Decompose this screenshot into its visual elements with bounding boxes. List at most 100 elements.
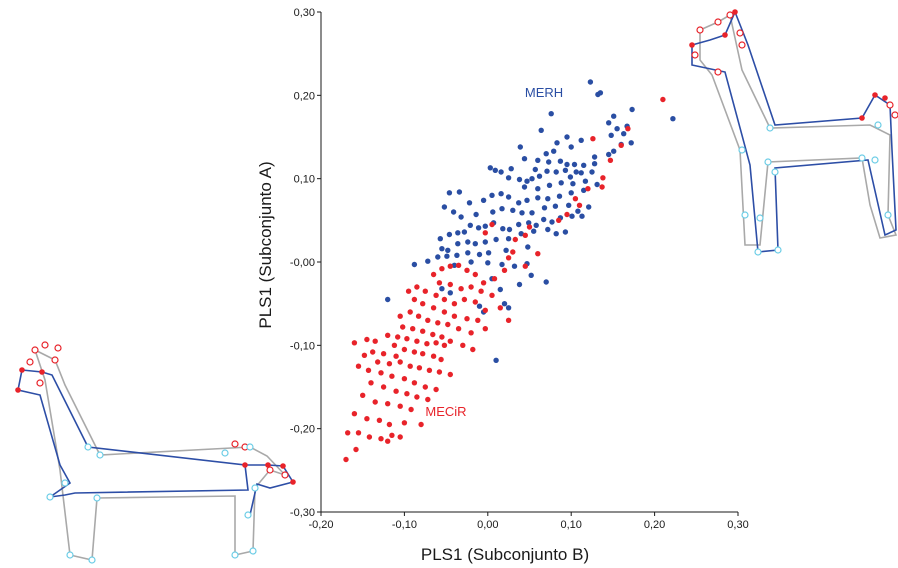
data-point-merh <box>543 279 549 285</box>
data-point-merh <box>568 190 574 196</box>
data-point-mecir <box>397 359 403 365</box>
data-point-merh <box>482 223 488 229</box>
data-point-merh <box>538 127 544 133</box>
data-point-mecir <box>607 157 614 163</box>
data-point-mecir <box>433 292 439 298</box>
data-point-mecir <box>512 236 518 243</box>
data-point-mecir <box>414 284 420 290</box>
data-point-mecir <box>401 420 408 426</box>
data-point-merh <box>450 209 457 215</box>
data-point-merh <box>493 357 499 363</box>
data-point-mecir <box>391 342 398 348</box>
data-point-mecir <box>660 96 666 103</box>
data-point-mecir <box>361 352 368 358</box>
landmark-cyan-left <box>46 443 259 564</box>
skeleton-outline-mean-right <box>699 13 898 246</box>
data-point-merh <box>439 246 445 252</box>
data-point-mecir <box>599 184 605 190</box>
data-point-mecir <box>351 411 358 417</box>
data-point-mecir <box>355 430 362 436</box>
data-point-mecir <box>380 351 387 357</box>
data-point-merh <box>455 241 461 247</box>
data-point-merh <box>519 210 525 216</box>
data-point-mecir <box>376 417 383 423</box>
data-point-mecir <box>482 326 488 332</box>
data-point-merh <box>454 252 460 258</box>
data-point-merh <box>608 132 614 138</box>
data-point-merh <box>505 175 512 181</box>
data-point-merh <box>567 174 574 180</box>
data-point-merh <box>606 120 612 126</box>
data-point-merh <box>544 168 550 174</box>
data-point-merh <box>543 151 549 157</box>
y-axis-ticks: -0,30 -0,20 -0,10 -0,00 0,10 0,20 0,30 <box>290 7 321 519</box>
data-point-merh <box>467 222 473 228</box>
data-point-mecir <box>414 394 420 400</box>
y-tick-label: 0,30 <box>294 7 315 19</box>
data-point-merh <box>456 189 463 195</box>
data-point-merh <box>505 305 512 311</box>
y-tick-label: -0,00 <box>290 257 315 269</box>
data-point-merh <box>500 226 506 232</box>
x-tick-label: 0,10 <box>560 519 581 531</box>
data-point-merh <box>498 191 504 197</box>
data-point-merh <box>446 231 453 238</box>
data-point-merh <box>468 259 474 265</box>
data-point-merh <box>529 176 535 182</box>
data-point-mecir <box>372 338 378 344</box>
data-point-mecir <box>441 296 448 303</box>
data-point-mecir <box>491 276 498 282</box>
data-point-mecir <box>482 307 488 313</box>
data-point-mecir <box>461 296 468 303</box>
data-point-mecir <box>505 255 512 261</box>
data-point-mecir <box>364 336 370 343</box>
data-point-merh <box>505 194 512 200</box>
data-point-merh <box>497 286 503 293</box>
data-point-mecir <box>420 351 426 357</box>
data-point-merh <box>521 184 528 190</box>
landmark-points-right <box>689 9 888 121</box>
landmark-open-left <box>26 341 289 479</box>
data-point-merh <box>526 220 532 226</box>
data-point-mecir <box>401 376 408 382</box>
data-point-merh <box>594 181 600 188</box>
data-point-merh <box>553 231 559 237</box>
data-point-merh <box>611 148 617 154</box>
data-point-mecir <box>360 392 366 398</box>
data-point-mecir <box>370 349 376 355</box>
data-point-merh <box>516 221 522 228</box>
data-point-merh <box>545 196 551 202</box>
data-point-mecir <box>472 299 478 305</box>
data-point-mecir <box>478 288 484 294</box>
data-point-mecir <box>451 301 458 307</box>
data-point-merh <box>566 202 572 208</box>
data-point-merh <box>480 197 487 203</box>
data-point-mecir <box>353 446 359 453</box>
data-point-mecir <box>416 365 423 371</box>
y-tick-label: -0,10 <box>290 340 315 352</box>
data-point-mecir <box>389 373 395 379</box>
data-point-merh <box>581 162 587 168</box>
data-point-mecir <box>425 317 431 323</box>
data-point-mecir <box>400 324 406 330</box>
data-point-mecir <box>472 271 478 278</box>
data-point-mecir <box>464 267 470 273</box>
y-tick-label: -0,20 <box>290 424 315 436</box>
data-point-mecir <box>372 399 378 405</box>
data-point-mecir <box>420 328 426 334</box>
data-point-merh <box>562 167 569 173</box>
data-point-merh <box>578 170 584 176</box>
data-point-merh <box>621 131 627 137</box>
data-point-mecir <box>505 317 512 323</box>
data-point-merh <box>466 200 473 206</box>
data-point-mecir <box>366 434 373 440</box>
landmark-cyan-right <box>738 121 892 256</box>
data-point-mecir <box>526 224 533 230</box>
data-point-merh <box>385 296 391 303</box>
data-point-mecir <box>438 356 444 363</box>
data-point-merh <box>521 156 528 162</box>
y-axis-title: PLS1 (Subconjunto A) <box>256 161 275 328</box>
x-tick-label: 0,30 <box>727 519 748 531</box>
data-point-mecir <box>418 421 424 428</box>
data-point-mecir <box>407 309 413 315</box>
